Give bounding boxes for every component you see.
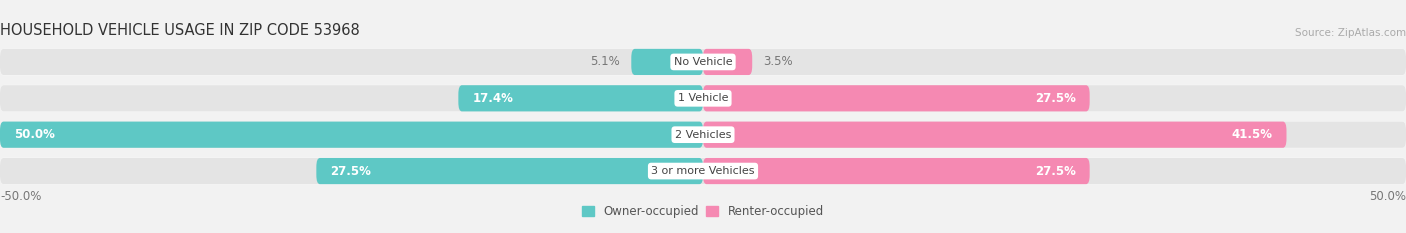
Text: 3 or more Vehicles: 3 or more Vehicles — [651, 166, 755, 176]
Text: No Vehicle: No Vehicle — [673, 57, 733, 67]
FancyBboxPatch shape — [0, 49, 1406, 75]
Text: 27.5%: 27.5% — [1035, 164, 1076, 178]
Text: 17.4%: 17.4% — [472, 92, 513, 105]
Text: 27.5%: 27.5% — [1035, 92, 1076, 105]
FancyBboxPatch shape — [0, 85, 1406, 112]
FancyBboxPatch shape — [703, 158, 1090, 184]
Text: 5.1%: 5.1% — [591, 55, 620, 69]
Text: 1 Vehicle: 1 Vehicle — [678, 93, 728, 103]
FancyBboxPatch shape — [0, 158, 1406, 185]
Text: 27.5%: 27.5% — [330, 164, 371, 178]
FancyBboxPatch shape — [0, 122, 703, 148]
Text: 2 Vehicles: 2 Vehicles — [675, 130, 731, 140]
Text: 50.0%: 50.0% — [1369, 190, 1406, 203]
FancyBboxPatch shape — [631, 49, 703, 75]
FancyBboxPatch shape — [316, 158, 703, 184]
FancyBboxPatch shape — [0, 158, 1406, 184]
FancyBboxPatch shape — [0, 85, 1406, 111]
Text: -50.0%: -50.0% — [0, 190, 41, 203]
Text: HOUSEHOLD VEHICLE USAGE IN ZIP CODE 53968: HOUSEHOLD VEHICLE USAGE IN ZIP CODE 5396… — [0, 23, 360, 38]
Text: 50.0%: 50.0% — [14, 128, 55, 141]
FancyBboxPatch shape — [703, 122, 1286, 148]
FancyBboxPatch shape — [703, 49, 752, 75]
FancyBboxPatch shape — [0, 122, 1406, 148]
FancyBboxPatch shape — [0, 121, 1406, 148]
FancyBboxPatch shape — [703, 85, 1090, 111]
Legend: Owner-occupied, Renter-occupied: Owner-occupied, Renter-occupied — [582, 205, 824, 218]
FancyBboxPatch shape — [0, 48, 1406, 75]
FancyBboxPatch shape — [458, 85, 703, 111]
Text: 41.5%: 41.5% — [1232, 128, 1272, 141]
Text: 3.5%: 3.5% — [763, 55, 793, 69]
Text: Source: ZipAtlas.com: Source: ZipAtlas.com — [1295, 28, 1406, 38]
